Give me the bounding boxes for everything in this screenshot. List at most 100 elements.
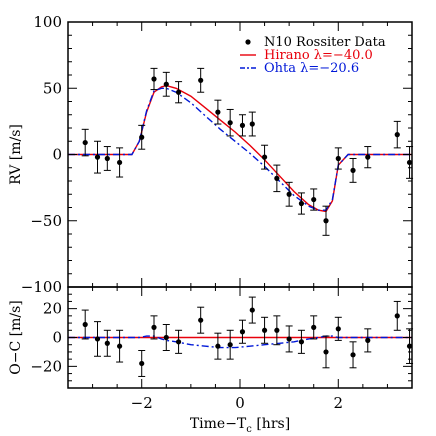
y-tick-label: −20 xyxy=(30,357,62,375)
top-y-tick-labels: 100 50 0 −50 −100 xyxy=(21,13,62,296)
data-marker xyxy=(94,336,101,342)
data-point xyxy=(162,324,170,351)
legend-label: Hirano λ=−40.0 xyxy=(264,48,373,63)
data-marker xyxy=(249,121,255,127)
x-axis-label: Time−Tc [hrs] xyxy=(190,416,290,435)
ohta-model-curve xyxy=(68,335,412,349)
data-point xyxy=(197,67,205,93)
data-marker xyxy=(139,360,145,367)
x-tick-labels: −2 0 2 xyxy=(131,394,343,412)
data-point xyxy=(93,321,101,357)
data-point xyxy=(273,315,281,346)
data-point xyxy=(248,296,256,324)
data-marker xyxy=(274,175,280,181)
data-point xyxy=(393,300,401,331)
y-tick-label: 0 xyxy=(52,329,62,347)
data-point xyxy=(103,146,111,171)
data-point xyxy=(138,124,146,150)
data-marker xyxy=(394,313,400,319)
y-tick-label: −100 xyxy=(21,278,62,296)
data-point xyxy=(81,309,89,340)
y-tick-label: −50 xyxy=(30,212,62,230)
data-marker xyxy=(406,159,413,166)
data-marker xyxy=(151,76,157,82)
data-marker xyxy=(350,167,356,173)
top-model-curves xyxy=(68,84,412,213)
data-marker xyxy=(163,334,169,341)
data-marker xyxy=(82,139,88,146)
data-marker xyxy=(163,81,169,87)
data-point xyxy=(150,67,158,91)
bottom-data-points xyxy=(81,296,414,377)
legend-label: N10 Rossiter Data xyxy=(264,35,386,50)
data-marker xyxy=(335,326,341,332)
data-marker xyxy=(274,327,280,333)
data-marker xyxy=(94,154,101,160)
data-marker xyxy=(139,134,145,140)
y-tick-label: 0 xyxy=(52,146,62,164)
bottom-panel: 20 0 −20 −2 0 2 O−C [m/s] Time−Tc [hrs] xyxy=(8,286,414,435)
data-point xyxy=(150,315,158,340)
y-tick-label: 100 xyxy=(33,13,62,31)
data-marker xyxy=(365,337,371,343)
bottom-plot-frame xyxy=(67,286,413,389)
data-point xyxy=(297,192,305,215)
data-marker xyxy=(394,132,400,138)
data-marker xyxy=(261,327,268,333)
data-point xyxy=(310,315,318,340)
data-marker xyxy=(215,343,221,349)
data-marker xyxy=(175,89,182,95)
data-point xyxy=(226,108,234,137)
data-marker xyxy=(286,191,292,197)
legend-entry: Hirano λ=−40.0 xyxy=(240,48,373,63)
data-point xyxy=(226,329,234,360)
x-axis-label-main: Time−T xyxy=(190,416,247,432)
data-marker xyxy=(239,122,246,128)
data-point xyxy=(116,147,124,178)
data-point xyxy=(364,146,372,169)
data-marker xyxy=(104,155,110,162)
data-marker xyxy=(227,342,233,348)
data-point xyxy=(285,325,293,353)
data-point xyxy=(285,181,293,207)
data-point xyxy=(334,147,342,170)
data-point xyxy=(175,81,183,104)
data-point xyxy=(116,329,124,363)
y-tick-label: 50 xyxy=(43,79,62,97)
data-marker xyxy=(82,321,88,328)
data-point xyxy=(214,99,222,125)
bottom-y-axis-label: O−C [m/s] xyxy=(8,300,24,374)
data-marker xyxy=(298,339,305,345)
bottom-model-curves xyxy=(68,335,412,349)
x-axis-label-subscript: c xyxy=(246,424,252,435)
legend-entry: N10 Rossiter Data xyxy=(245,35,386,50)
x-axis-label-unit: [hrs] xyxy=(252,416,290,432)
data-marker xyxy=(335,155,341,162)
data-marker xyxy=(117,343,123,349)
data-marker xyxy=(215,109,221,115)
data-marker xyxy=(104,340,110,346)
legend-label: Ohta λ=−20.6 xyxy=(264,61,359,76)
data-point xyxy=(81,128,89,157)
data-point xyxy=(349,341,357,369)
data-marker xyxy=(198,77,204,83)
data-point xyxy=(364,328,372,353)
data-point xyxy=(162,71,170,97)
data-point xyxy=(197,306,205,334)
data-marker xyxy=(239,329,246,335)
legend-dot-icon xyxy=(245,39,251,45)
data-marker xyxy=(286,336,292,342)
data-marker xyxy=(227,120,233,126)
data-point xyxy=(261,144,269,170)
data-point xyxy=(93,140,101,174)
data-point xyxy=(248,111,256,137)
data-point xyxy=(349,157,357,183)
data-marker xyxy=(311,324,317,330)
y-tick-label: 20 xyxy=(43,300,62,318)
top-data-points xyxy=(81,67,414,236)
data-point xyxy=(297,329,305,354)
data-point xyxy=(238,114,246,137)
data-point xyxy=(322,335,330,369)
